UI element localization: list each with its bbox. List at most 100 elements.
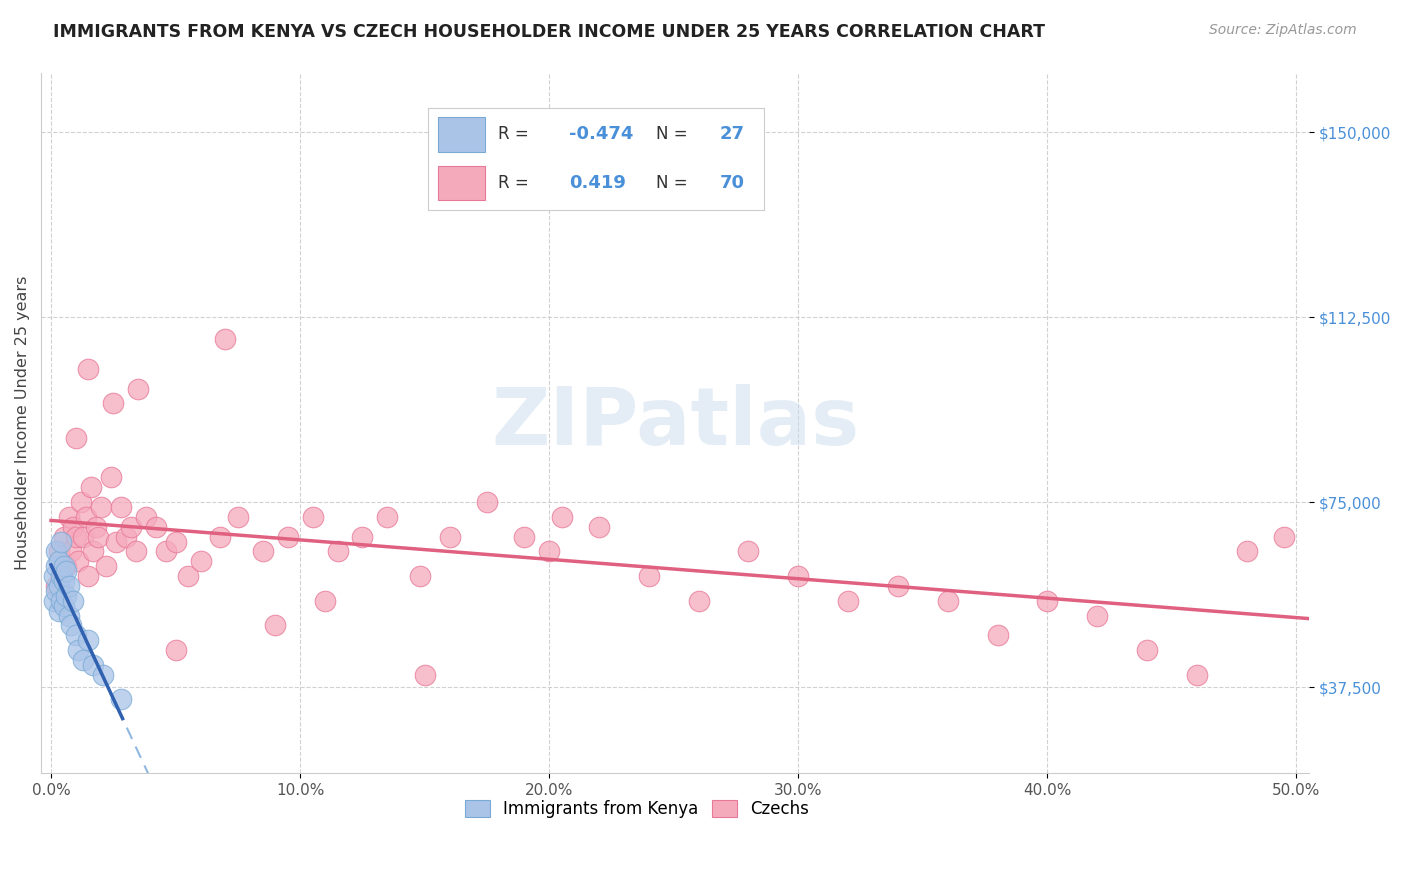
Text: IMMIGRANTS FROM KENYA VS CZECH HOUSEHOLDER INCOME UNDER 25 YEARS CORRELATION CHA: IMMIGRANTS FROM KENYA VS CZECH HOUSEHOLD… — [53, 23, 1046, 41]
Point — [55, 559, 77, 574]
Point — [104, 534, 127, 549]
Point — [62, 594, 84, 608]
Point — [688, 594, 710, 608]
Point — [48, 604, 70, 618]
Legend: Immigrants from Kenya, Czechs: Immigrants from Kenya, Czechs — [458, 793, 815, 824]
Point — [475, 495, 498, 509]
Point — [49, 569, 72, 583]
Point — [120, 520, 142, 534]
Point — [409, 569, 432, 583]
Point — [42, 569, 65, 583]
Point — [887, 579, 910, 593]
Point — [58, 510, 80, 524]
Point — [787, 569, 810, 583]
Point — [550, 510, 572, 524]
Y-axis label: Householder Income Under 25 years: Householder Income Under 25 years — [15, 276, 30, 570]
Text: ZIPatlas: ZIPatlas — [491, 384, 859, 462]
Point — [45, 579, 67, 593]
Point — [65, 628, 87, 642]
Point — [52, 559, 75, 574]
Point — [55, 589, 77, 603]
Point — [936, 594, 959, 608]
Point — [375, 510, 398, 524]
Point — [80, 480, 103, 494]
Point — [100, 470, 122, 484]
Point — [1185, 667, 1208, 681]
Point — [326, 544, 349, 558]
Point — [42, 594, 65, 608]
Point — [77, 569, 100, 583]
Point — [155, 544, 177, 558]
Point — [67, 643, 90, 657]
Point — [177, 569, 200, 583]
Point — [49, 569, 72, 583]
Point — [82, 544, 104, 558]
Point — [1272, 530, 1295, 544]
Point — [67, 554, 90, 568]
Point — [165, 534, 187, 549]
Point — [538, 544, 561, 558]
Text: Source: ZipAtlas.com: Source: ZipAtlas.com — [1209, 23, 1357, 37]
Point — [77, 362, 100, 376]
Point — [65, 431, 87, 445]
Point — [837, 594, 859, 608]
Point — [637, 569, 659, 583]
Point — [214, 332, 236, 346]
Point — [125, 544, 148, 558]
Point — [65, 530, 87, 544]
Point — [110, 500, 132, 514]
Point — [264, 618, 287, 632]
Point — [135, 510, 157, 524]
Point — [52, 574, 75, 588]
Point — [45, 544, 67, 558]
Point — [209, 530, 232, 544]
Point — [58, 579, 80, 593]
Point — [1236, 544, 1258, 558]
Point — [49, 594, 72, 608]
Point — [93, 667, 115, 681]
Point — [301, 510, 323, 524]
Point — [190, 554, 212, 568]
Point — [114, 530, 136, 544]
Point — [127, 382, 149, 396]
Point — [82, 657, 104, 672]
Point — [145, 520, 167, 534]
Point — [48, 544, 70, 558]
Point — [737, 544, 759, 558]
Point — [103, 396, 125, 410]
Point — [45, 559, 67, 574]
Point — [252, 544, 274, 558]
Point — [48, 554, 70, 568]
Point — [588, 520, 610, 534]
Point — [1136, 643, 1159, 657]
Point — [277, 530, 299, 544]
Point — [55, 564, 77, 578]
Point — [1085, 608, 1108, 623]
Point — [62, 520, 84, 534]
Point — [1036, 594, 1059, 608]
Point — [58, 608, 80, 623]
Point — [59, 544, 82, 558]
Point — [94, 559, 117, 574]
Point — [70, 495, 93, 509]
Point — [52, 530, 75, 544]
Point — [110, 692, 132, 706]
Point — [59, 618, 82, 632]
Point — [84, 520, 107, 534]
Point — [513, 530, 536, 544]
Point — [439, 530, 461, 544]
Point — [987, 628, 1010, 642]
Point — [87, 530, 110, 544]
Point — [45, 583, 67, 598]
Point — [352, 530, 374, 544]
Point — [48, 579, 70, 593]
Point — [226, 510, 249, 524]
Point — [413, 667, 436, 681]
Point — [72, 530, 94, 544]
Point — [90, 500, 112, 514]
Point — [75, 510, 97, 524]
Point — [165, 643, 187, 657]
Point — [72, 653, 94, 667]
Point — [77, 633, 100, 648]
Point — [314, 594, 336, 608]
